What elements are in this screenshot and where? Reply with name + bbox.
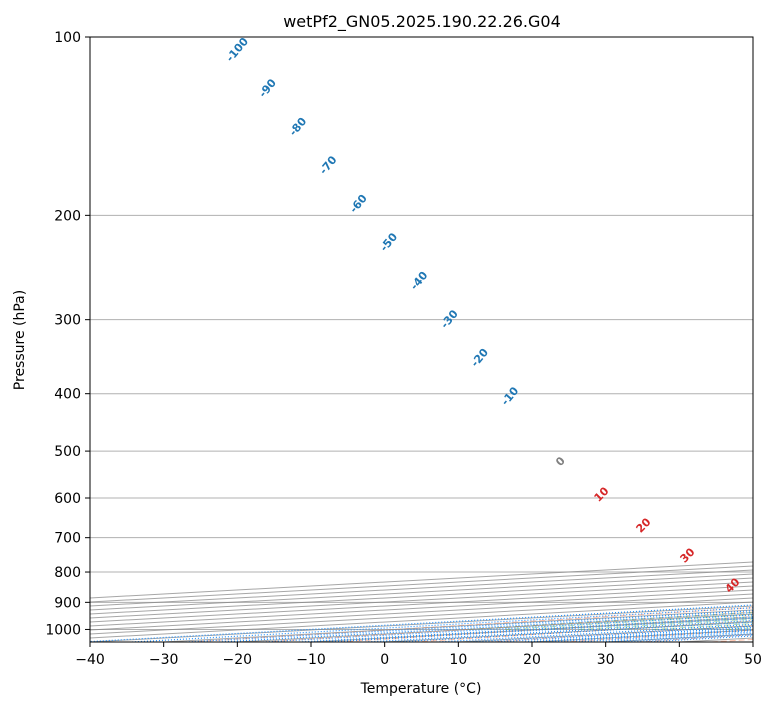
dry-adiabat-line [562,37,775,642]
isotherm-line [0,37,775,642]
moist-adiabat-tick-label: 0 [553,454,568,469]
y-tick-label: 400 [54,387,81,403]
dry-adiabat-line [488,37,775,642]
x-tick-label: 20 [523,652,541,668]
moist-adiabat-line [653,202,775,629]
isotherm-tick-label: -70 [317,153,340,177]
isotherm-tick-label: -10 [499,384,522,408]
isotherm-line [311,37,775,642]
plot-frame [90,37,753,642]
isotherm-line [532,37,775,642]
line-labels: -100-90-80-70-60-50-40-30-20-100.10.20.4… [223,35,775,596]
x-tick-label: 40 [670,652,688,668]
isotherm-line [0,37,775,642]
isotherm-tick-label: -40 [408,269,431,293]
isotherm-line [16,37,775,642]
isotherm-line [0,37,775,642]
isotherm-line [0,37,775,642]
mixing-ratio-line [436,451,775,642]
dry-adiabat-tick-label: 10 [592,484,612,504]
mixing-ratio-line [394,451,775,642]
isotherm-line [0,37,775,642]
isotherm-line [0,37,775,642]
y-tick-label: 100 [54,30,81,46]
isotherm-line [753,37,775,642]
isotherm-line [0,37,775,642]
dry-adiabat-line [264,37,775,642]
isotherm-tick-label: -100 [223,35,251,65]
moist-adiabat-line [763,73,775,629]
y-tick-label: 200 [54,208,81,224]
moist-adiabat-line [542,283,775,630]
x-tick-label: 0 [380,652,389,668]
y-axis-label: Pressure (hPa) [12,290,28,390]
moist-adiabat-line [726,124,775,630]
x-tick-label: −30 [149,652,179,668]
isotherm-tick-label: -20 [468,346,491,370]
y-tick-label: 300 [54,313,81,329]
dry-adiabat-line [338,37,775,642]
y-tick-label: 800 [54,565,81,581]
isotherm-line [90,37,775,642]
isotherm-line [458,37,775,642]
isotherm-tick-label: -60 [347,192,370,216]
isotherm-line [237,37,775,642]
x-tick-label: 10 [449,652,467,668]
isotherm-line [0,37,775,642]
x-tick-label: −10 [296,652,326,668]
chart-title: wetPf2_GN05.2025.190.22.26.G04 [283,12,561,32]
background-lines [0,37,775,642]
isotherm-line [0,37,775,642]
isotherm-line [385,37,775,642]
dry-adiabat-tick-label: 20 [634,515,654,535]
y-tick-label: 500 [54,444,81,460]
x-axis-label: Temperature (°C) [360,681,482,697]
x-tick-label: −20 [223,652,253,668]
y-tick-label: 700 [54,531,81,547]
mixing-ratio-line [82,451,775,642]
mixing-ratio-line [522,451,775,642]
isotherm-tick-label: -50 [377,230,400,254]
y-tick-label: 600 [54,491,81,507]
y-tick-label: 900 [54,595,81,611]
x-tick-label: −40 [75,652,105,668]
x-tick-label: 30 [597,652,615,668]
moist-adiabat-line [690,166,775,630]
isotherm-tick-label: -80 [287,115,310,139]
mixing-ratio-line [132,451,775,642]
dry-adiabat-line [712,37,775,642]
y-tick-label: 1000 [45,622,81,638]
isotherm-line [0,37,775,642]
isotherm-tick-label: -90 [256,76,279,100]
dry-adiabat-line [637,37,775,642]
dry-adiabat-tick-label: 30 [678,545,698,565]
x-tick-label: 50 [744,652,762,668]
isotherm-tick-label: -30 [438,307,461,331]
dry-adiabat-line [413,37,775,642]
